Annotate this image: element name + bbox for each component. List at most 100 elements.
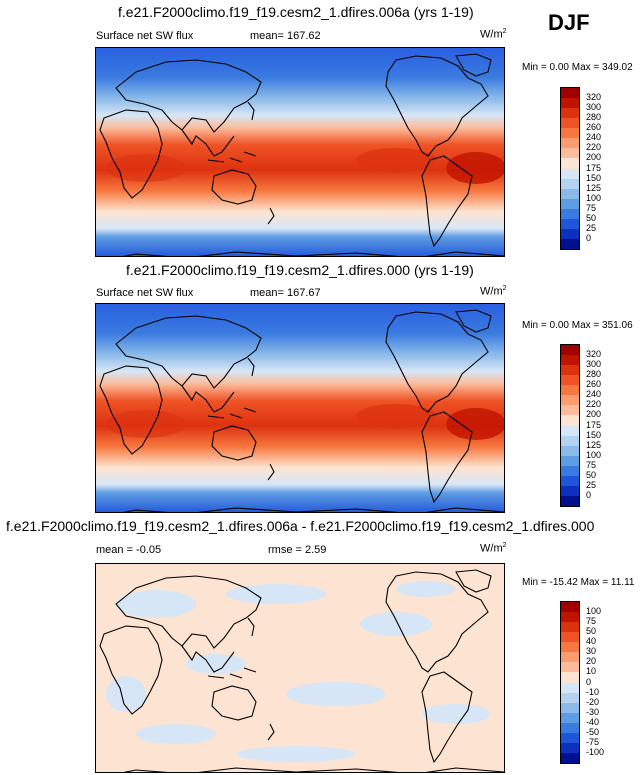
colorbar-segment bbox=[561, 752, 579, 763]
panel-2-mean: mean= 167.67 bbox=[250, 287, 321, 299]
panel-3-title: f.e21.F2000climo.f19_f19.cesm2_1.dfires.… bbox=[6, 518, 595, 534]
colorbar-segment bbox=[561, 652, 579, 663]
panel-2-minmax: Min = 0.00 Max = 351.06 bbox=[522, 320, 633, 331]
colorbar-tick-label: 75 bbox=[586, 202, 597, 213]
colorbar-segment bbox=[561, 682, 579, 693]
colorbar-segment bbox=[561, 168, 579, 179]
colorbar-tick-label: 220 bbox=[586, 142, 602, 153]
panel-3-mean: mean = -0.05 bbox=[96, 544, 162, 556]
colorbar-segment bbox=[561, 138, 579, 149]
colorbar-segment bbox=[561, 602, 579, 613]
colorbar-tick-label: 200 bbox=[586, 152, 602, 163]
panel-1-colorbar-labels: 320 300 280 260 240 220 200 175 150 125 100 75 50 25 0 bbox=[560, 87, 601, 250]
panel-1-mean: mean= 167.62 bbox=[250, 30, 321, 42]
colorbar-segment bbox=[561, 465, 579, 476]
colorbar-segment bbox=[561, 218, 579, 229]
colorbar-segment bbox=[561, 702, 579, 713]
colorbar-tick-label: 260 bbox=[586, 379, 602, 390]
panel-3-map bbox=[95, 563, 505, 773]
colorbar-tick-label: -100 bbox=[586, 746, 605, 757]
colorbar-segment bbox=[561, 88, 579, 99]
colorbar-segment bbox=[561, 712, 579, 723]
colorbar-segment bbox=[561, 158, 579, 169]
colorbar-tick-label: -40 bbox=[586, 716, 600, 727]
colorbar-segment bbox=[561, 622, 579, 633]
colorbar-tick-label: 240 bbox=[586, 132, 602, 143]
colorbar-tick-label: 260 bbox=[586, 122, 602, 133]
colorbar-segment bbox=[561, 445, 579, 456]
colorbar-segment bbox=[561, 188, 579, 199]
colorbar-segment bbox=[561, 425, 579, 436]
colorbar-tick-label: 50 bbox=[586, 626, 597, 637]
colorbar-tick-label: 240 bbox=[586, 389, 602, 400]
colorbar-segment bbox=[561, 198, 579, 209]
colorbar-segment bbox=[561, 98, 579, 109]
colorbar-tick-label: 100 bbox=[586, 449, 602, 460]
panel-3-minmax: Min = -15.42 Max = 11.11 bbox=[522, 577, 635, 588]
colorbar-tick-label: -30 bbox=[586, 706, 600, 717]
panel-3-colorbar bbox=[560, 601, 580, 764]
colorbar-segment bbox=[561, 365, 579, 376]
panel-1-units: W/m2 bbox=[480, 28, 507, 41]
colorbar-tick-label: 320 bbox=[586, 349, 602, 360]
colorbar-segment bbox=[561, 355, 579, 366]
colorbar-segment bbox=[561, 385, 579, 396]
colorbar-tick-label: 125 bbox=[586, 182, 602, 193]
panel-3-units: W/m2 bbox=[480, 542, 507, 555]
panel-2-title: f.e21.F2000climo.f19_f19.cesm2_1.dfires.… bbox=[126, 262, 474, 278]
colorbar-segment bbox=[561, 435, 579, 446]
colorbar-tick-label: 50 bbox=[586, 212, 597, 223]
panel-2-colorbar bbox=[560, 344, 580, 507]
colorbar-segment bbox=[561, 732, 579, 743]
season-label: DJF bbox=[548, 10, 590, 35]
colorbar-segment bbox=[561, 612, 579, 623]
colorbar-segment bbox=[561, 722, 579, 733]
colorbar-segment bbox=[561, 405, 579, 416]
colorbar-tick-label: 0 bbox=[586, 489, 592, 500]
panel-1-title: f.e21.F2000climo.f19_f19.cesm2_1.dfires.… bbox=[118, 4, 474, 20]
colorbar-tick-label: 0 bbox=[586, 676, 592, 687]
colorbar-tick-label: 150 bbox=[586, 429, 602, 440]
colorbar-tick-label: 175 bbox=[586, 419, 602, 430]
colorbar-tick-label: 280 bbox=[586, 112, 602, 123]
colorbar-tick-label: 320 bbox=[586, 92, 602, 103]
panel-1-map bbox=[95, 47, 505, 257]
panel-1-variable: Surface net SW flux bbox=[96, 30, 194, 42]
colorbar-tick-label: -20 bbox=[586, 696, 600, 707]
colorbar-tick-label: 20 bbox=[586, 656, 597, 667]
colorbar-tick-label: 100 bbox=[586, 606, 602, 617]
colorbar-segment bbox=[561, 485, 579, 496]
colorbar-segment bbox=[561, 632, 579, 643]
colorbar-segment bbox=[561, 208, 579, 219]
colorbar-tick-label: 75 bbox=[586, 459, 597, 470]
colorbar-segment bbox=[561, 108, 579, 119]
colorbar-tick-label: 50 bbox=[586, 469, 597, 480]
colorbar-segment bbox=[561, 118, 579, 129]
panel-1-colorbar bbox=[560, 87, 580, 250]
colorbar-tick-label: 220 bbox=[586, 399, 602, 410]
colorbar-segment bbox=[561, 128, 579, 139]
colorbar-segment bbox=[561, 662, 579, 673]
colorbar-tick-label: 200 bbox=[586, 409, 602, 420]
colorbar-tick-label: 300 bbox=[586, 102, 602, 113]
colorbar-tick-label: -75 bbox=[586, 736, 600, 747]
colorbar-segment bbox=[561, 742, 579, 753]
colorbar-tick-label: -10 bbox=[586, 686, 600, 697]
colorbar-segment bbox=[561, 455, 579, 466]
colorbar-tick-label: 100 bbox=[586, 192, 602, 203]
colorbar-tick-label: -50 bbox=[586, 726, 600, 737]
colorbar-tick-label: 30 bbox=[586, 646, 597, 657]
colorbar-segment bbox=[561, 228, 579, 239]
colorbar-segment bbox=[561, 395, 579, 406]
colorbar-segment bbox=[561, 672, 579, 683]
colorbar-segment bbox=[561, 495, 579, 506]
colorbar-tick-label: 25 bbox=[586, 479, 597, 490]
colorbar-tick-label: 300 bbox=[586, 359, 602, 370]
panel-1-minmax: Min = 0.00 Max = 349.02 bbox=[522, 62, 633, 73]
panel-2-map bbox=[95, 303, 505, 513]
colorbar-tick-label: 40 bbox=[586, 636, 597, 647]
colorbar-segment bbox=[561, 178, 579, 189]
panel-3-colorbar-labels: 100 75 50 40 30 20 10 0 -10 -20 -30 -40 -50 -75 -100 bbox=[560, 601, 604, 764]
colorbar-tick-label: 25 bbox=[586, 222, 597, 233]
panel-2-units: W/m2 bbox=[480, 285, 507, 298]
